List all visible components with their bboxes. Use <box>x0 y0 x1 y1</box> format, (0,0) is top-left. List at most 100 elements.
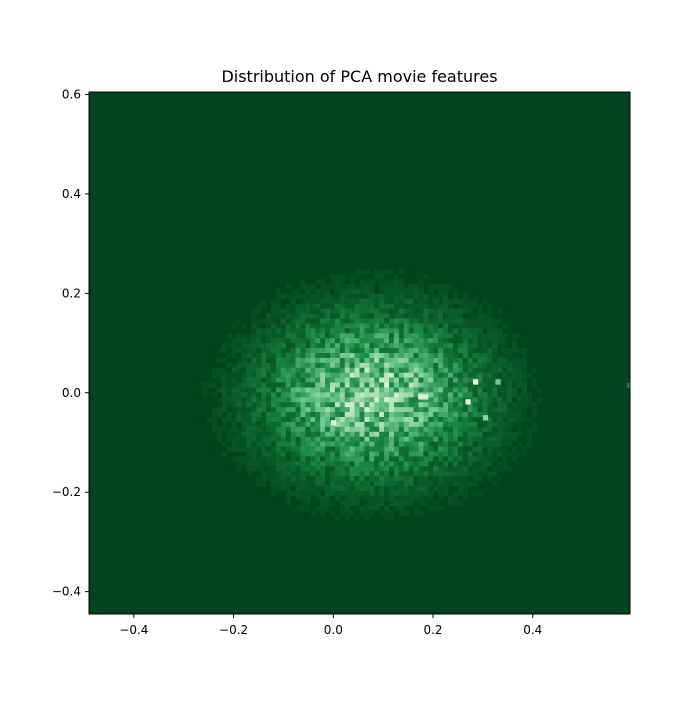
heatmap-cell <box>339 426 346 433</box>
heatmap-cell <box>305 318 311 324</box>
heatmap-cell <box>256 407 262 413</box>
heatmap-cell <box>349 481 355 487</box>
heatmap-cell <box>418 476 424 482</box>
heatmap-cell <box>290 451 296 457</box>
heatmap-cell <box>502 343 508 349</box>
heatmap-cell <box>472 397 478 403</box>
heatmap-cell <box>403 353 409 359</box>
heatmap-cell <box>462 471 468 477</box>
heatmap-cell <box>472 367 478 373</box>
heatmap-cell <box>236 446 242 452</box>
heatmap-cell <box>266 471 272 477</box>
heatmap-cell <box>384 451 390 457</box>
heatmap-cell <box>398 456 405 462</box>
heatmap-cell <box>320 303 326 309</box>
heatmap-cell <box>492 372 498 378</box>
heatmap-cell <box>354 441 360 447</box>
heatmap-cell <box>457 392 464 398</box>
y-tick-label: −0.2 <box>52 485 81 499</box>
heatmap-cell <box>339 490 346 497</box>
heatmap-cell <box>211 426 218 433</box>
heatmap-cell <box>398 436 405 442</box>
heatmap-cell <box>462 426 468 433</box>
heatmap-cell <box>438 471 444 477</box>
heatmap-cell <box>374 323 380 329</box>
heatmap-cell <box>482 421 488 428</box>
heatmap-cell <box>280 481 287 487</box>
heatmap-cell <box>320 426 326 433</box>
heatmap-cell <box>329 313 336 319</box>
heatmap-cell <box>241 417 247 423</box>
heatmap-cell <box>531 412 537 418</box>
heatmap-cell <box>270 308 277 314</box>
heatmap-cell <box>344 466 350 472</box>
heatmap-cell <box>477 407 483 413</box>
heatmap-cell <box>300 426 306 433</box>
heatmap-cell <box>256 367 262 373</box>
heatmap-cell <box>492 451 498 457</box>
heatmap-cell <box>295 461 301 467</box>
heatmap-cell <box>256 323 262 329</box>
heatmap-cell <box>374 382 380 388</box>
heatmap-cell <box>408 407 414 413</box>
heatmap-cell <box>305 402 311 408</box>
heatmap-cell <box>379 471 385 477</box>
heatmap-cell <box>511 436 518 442</box>
heatmap-cell <box>241 431 247 438</box>
heatmap-cell <box>511 362 518 369</box>
heatmap-cell <box>438 431 444 438</box>
heatmap-cell <box>349 392 355 398</box>
heatmap-cell <box>457 490 464 497</box>
heatmap-cell <box>251 446 257 452</box>
heatmap-cell <box>285 348 291 354</box>
heatmap-cell <box>384 308 390 314</box>
heatmap-cell <box>408 476 414 482</box>
heatmap-cell <box>295 328 301 334</box>
heatmap-cell <box>433 348 439 354</box>
heatmap-cell <box>408 377 414 383</box>
heatmap-cell <box>452 323 459 329</box>
heatmap-cell <box>497 343 503 349</box>
heatmap-cell <box>438 412 444 418</box>
heatmap-cell <box>295 392 301 398</box>
heatmap-cell <box>315 387 321 393</box>
heatmap-cell <box>379 387 385 393</box>
heatmap-cell <box>452 500 459 506</box>
heatmap-cell <box>482 456 488 462</box>
heatmap-cell <box>482 362 488 369</box>
heatmap-cell <box>521 362 528 369</box>
heatmap-cell <box>354 456 360 462</box>
heatmap-cell <box>482 471 488 477</box>
heatmap-cell <box>285 308 291 314</box>
heatmap-cell <box>354 446 360 452</box>
heatmap-cell <box>403 431 409 438</box>
heatmap-cell <box>448 412 454 418</box>
heatmap-cell <box>418 333 424 339</box>
heatmap-cell <box>290 490 296 497</box>
heatmap-cell <box>507 441 513 447</box>
heatmap-cell <box>477 476 483 482</box>
heatmap-cell <box>344 441 350 447</box>
heatmap-cell <box>329 451 336 457</box>
heatmap-cell <box>305 392 311 398</box>
heatmap-cell <box>492 343 498 349</box>
heatmap-cell <box>315 456 321 462</box>
heatmap-cell <box>462 372 468 378</box>
heatmap-cell <box>339 471 346 477</box>
heatmap-cell <box>300 481 306 487</box>
heatmap-cell <box>472 338 478 344</box>
heatmap-cell <box>403 456 409 462</box>
heatmap-cell <box>403 407 409 413</box>
heatmap-cell <box>472 441 478 447</box>
heatmap-cell <box>334 490 341 497</box>
heatmap-cell <box>477 348 483 354</box>
heatmap-cell <box>275 476 282 482</box>
heatmap-cell <box>369 421 375 428</box>
heatmap-cell <box>497 367 503 373</box>
heatmap-cell <box>492 387 498 393</box>
heatmap-cell <box>398 338 405 344</box>
heatmap-cell <box>438 407 444 413</box>
heatmap-cell <box>275 328 282 334</box>
heatmap-cell <box>339 397 346 403</box>
heatmap-cell <box>462 293 468 300</box>
